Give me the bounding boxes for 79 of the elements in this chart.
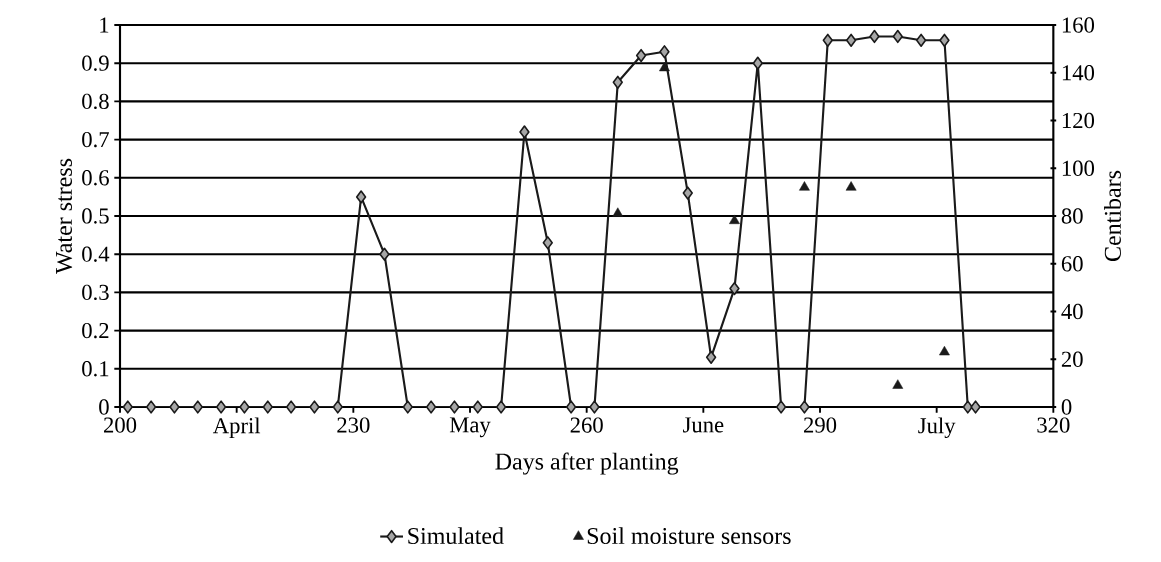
x-tick-label: 260 bbox=[570, 417, 603, 433]
point bbox=[309, 400, 320, 414]
y-tick-label: 0 bbox=[99, 399, 109, 415]
point bbox=[565, 400, 577, 414]
y2-tick-label: 120 bbox=[1062, 112, 1095, 129]
point bbox=[799, 181, 810, 191]
point bbox=[939, 345, 950, 356]
point bbox=[425, 400, 437, 414]
x-tick-label: 290 bbox=[804, 417, 837, 433]
y-tick-label: 0.7 bbox=[82, 131, 109, 148]
point bbox=[402, 400, 413, 414]
point bbox=[659, 61, 670, 72]
point bbox=[682, 186, 693, 200]
point bbox=[845, 33, 857, 47]
point bbox=[869, 29, 880, 44]
x-tick-label: 200 bbox=[104, 417, 137, 433]
point bbox=[145, 400, 157, 414]
point bbox=[449, 400, 460, 414]
point bbox=[775, 400, 787, 414]
point bbox=[915, 33, 927, 47]
point bbox=[892, 29, 903, 44]
y2-tick-label: 160 bbox=[1062, 17, 1095, 33]
x-tick-label: 320 bbox=[1037, 417, 1070, 433]
x-tick-label: May bbox=[449, 417, 491, 438]
x-tick-label: 230 bbox=[337, 417, 370, 433]
point bbox=[892, 379, 904, 389]
point bbox=[495, 400, 507, 414]
point bbox=[635, 48, 647, 63]
point bbox=[752, 56, 763, 70]
y-tick-label: 0.4 bbox=[82, 246, 110, 262]
y-tick-label: 0.9 bbox=[82, 55, 109, 71]
y-tick-label: 1 bbox=[100, 17, 109, 33]
x-tick-label: July bbox=[918, 417, 956, 439]
point bbox=[355, 190, 367, 204]
point bbox=[262, 400, 273, 414]
y-tick-label: 0.2 bbox=[82, 322, 109, 339]
point bbox=[122, 400, 133, 414]
y2-tick-label: 80 bbox=[1061, 208, 1083, 224]
point bbox=[612, 75, 623, 89]
point bbox=[845, 181, 857, 191]
legend-label: Simulated bbox=[408, 527, 504, 545]
y2-tick-label: 0 bbox=[1061, 399, 1072, 415]
y-tick-label: 0.3 bbox=[82, 284, 109, 301]
legend-label: Soil moisture sensors bbox=[587, 527, 791, 545]
point bbox=[192, 400, 203, 414]
y-tick-label: 0.5 bbox=[82, 208, 109, 224]
y2-tick-label: 140 bbox=[1062, 65, 1095, 81]
x-tick-label: June bbox=[683, 417, 724, 433]
y2-axis-title: Centibars bbox=[1104, 170, 1121, 262]
point bbox=[729, 281, 740, 296]
point bbox=[542, 236, 553, 250]
point bbox=[705, 350, 717, 365]
y2-tick-label: 40 bbox=[1061, 303, 1083, 320]
point bbox=[519, 125, 530, 139]
point bbox=[612, 207, 624, 217]
point bbox=[169, 400, 180, 414]
point bbox=[379, 247, 390, 261]
y-tick-label: 0.6 bbox=[82, 170, 109, 186]
point bbox=[659, 45, 670, 59]
x-axis-title: Days after planting bbox=[495, 452, 679, 475]
y-tick-label: 0.8 bbox=[82, 93, 109, 110]
y2-tick-label: 60 bbox=[1061, 256, 1083, 272]
point bbox=[962, 400, 973, 414]
point bbox=[472, 400, 483, 414]
point bbox=[799, 400, 810, 414]
point bbox=[285, 400, 297, 414]
x-tick-label: April bbox=[212, 417, 261, 438]
point bbox=[970, 400, 981, 414]
point bbox=[589, 400, 600, 414]
point bbox=[822, 33, 833, 47]
y-axis-title: Water stress bbox=[56, 158, 73, 274]
point bbox=[939, 33, 950, 47]
point bbox=[729, 214, 740, 224]
point bbox=[332, 400, 343, 414]
y2-tick-label: 100 bbox=[1062, 160, 1095, 176]
y-tick-label: 0.1 bbox=[82, 361, 109, 377]
point bbox=[215, 400, 227, 414]
y2-tick-label: 20 bbox=[1061, 351, 1083, 367]
point bbox=[239, 400, 250, 414]
